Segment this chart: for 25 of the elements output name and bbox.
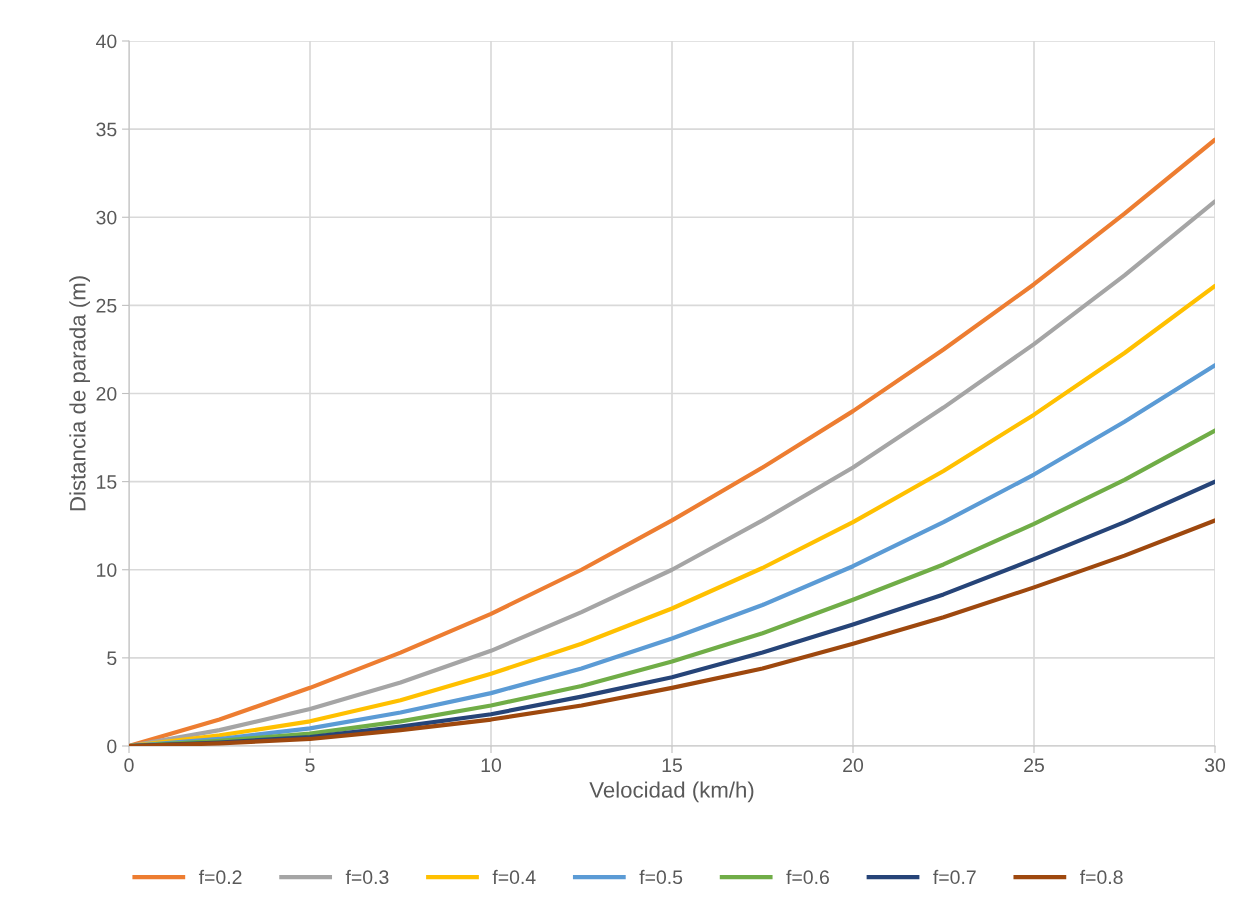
legend-label: f=0.7	[933, 869, 976, 885]
x-tick-label: 5	[305, 758, 315, 773]
y-tick-label: 15	[97, 475, 117, 489]
y-tick-label: 0	[107, 739, 117, 754]
y-tick-label: 30	[96, 210, 117, 225]
y-tick-label: 40	[96, 34, 117, 49]
y-tick-label: 20	[96, 386, 117, 401]
legend-label: f=0.4	[492, 869, 536, 885]
x-tick-label: 0	[124, 758, 134, 773]
x-tick-label: 25	[1024, 758, 1044, 773]
x-axis-title: Velocidad (km/h)	[589, 781, 754, 803]
x-tick-label: 10	[481, 758, 502, 773]
y-tick-label: 35	[96, 122, 117, 137]
legend-label: f=0.8	[1079, 869, 1123, 885]
legend-label: f=0.3	[345, 869, 389, 885]
legend-label: f=0.5	[639, 869, 683, 885]
legend-label: f=0.2	[198, 869, 242, 885]
x-tick-label: 15	[662, 758, 682, 773]
y-tick-label: 10	[97, 563, 117, 577]
y-axis-title: Distancia de parada (m)	[69, 276, 91, 511]
legend-label: f=0.6	[786, 869, 829, 885]
y-tick-label: 25	[96, 298, 117, 313]
x-tick-label: 20	[843, 758, 864, 773]
y-tick-label: 5	[107, 651, 117, 666]
x-tick-label: 30	[1204, 758, 1226, 773]
